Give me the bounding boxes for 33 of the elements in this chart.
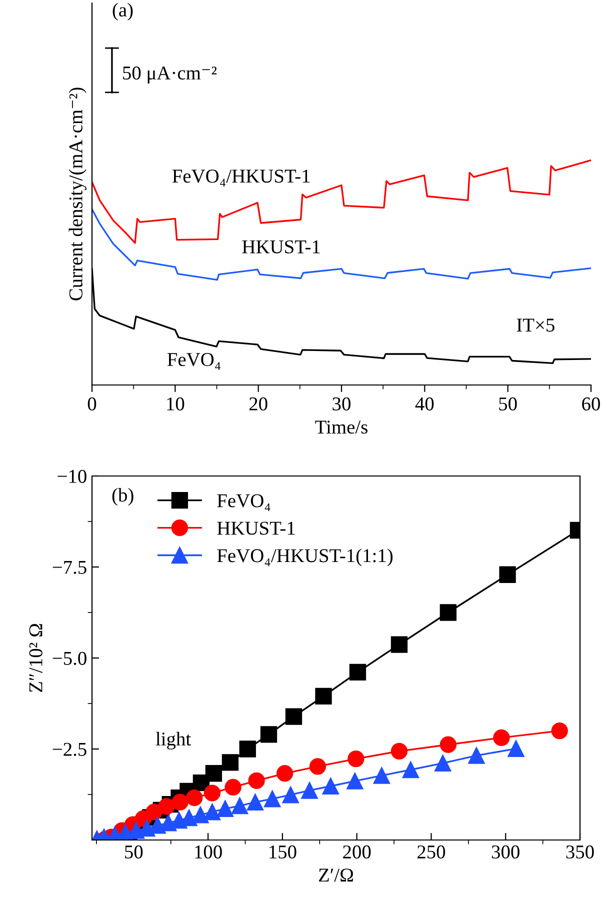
annotation: (b) xyxy=(112,488,134,506)
y-tick-label: −5.0 xyxy=(52,652,86,666)
x-tick-label: 30 xyxy=(332,397,350,410)
x-tick-label: 60 xyxy=(582,397,600,410)
y-tick-label: −2.5 xyxy=(52,742,86,756)
text: (a) xyxy=(112,2,133,21)
series-label: FeVO₄ xyxy=(167,353,220,370)
x-tick-label: 50 xyxy=(499,397,517,410)
annotation: light xyxy=(156,732,191,750)
legend-label: HKUST-1 xyxy=(217,522,295,535)
x-axis-title: Z′/Ω xyxy=(318,868,353,882)
x-tick-label: 10 xyxy=(167,397,184,410)
y-tick-label: −10 xyxy=(58,470,86,483)
text: 50 μA·cm⁻² xyxy=(123,66,217,84)
x-tick-label: 350 xyxy=(566,845,594,859)
x-tick-label: 0 xyxy=(88,397,96,410)
series-label: HKUST-1 xyxy=(242,240,320,254)
x-tick-label: 50 xyxy=(125,845,143,859)
y-axis-title: Z″/10² Ω xyxy=(29,624,42,692)
y-axis-title: Current density/(mA·cm⁻²) xyxy=(68,88,86,300)
x-tick-label: 100 xyxy=(195,845,222,859)
x-tick-label: 150 xyxy=(270,845,296,859)
legend-label: FeVO₄ xyxy=(217,494,270,512)
x-axis-title: Time/s xyxy=(315,420,368,434)
x-tick-label: 40 xyxy=(415,397,434,410)
x-tick-label: 250 xyxy=(417,845,446,859)
annotation: IT×5 xyxy=(516,318,554,332)
x-tick-label: 300 xyxy=(492,845,520,859)
x-tick-label: 20 xyxy=(249,397,268,410)
x-tick-label: 200 xyxy=(343,845,371,859)
legend-label: FeVO₄/HKUST-1(1:1) xyxy=(217,548,393,566)
series-label: FeVO₄/HKUST-1 xyxy=(172,170,310,186)
y-tick-label: −7.5 xyxy=(52,561,86,574)
